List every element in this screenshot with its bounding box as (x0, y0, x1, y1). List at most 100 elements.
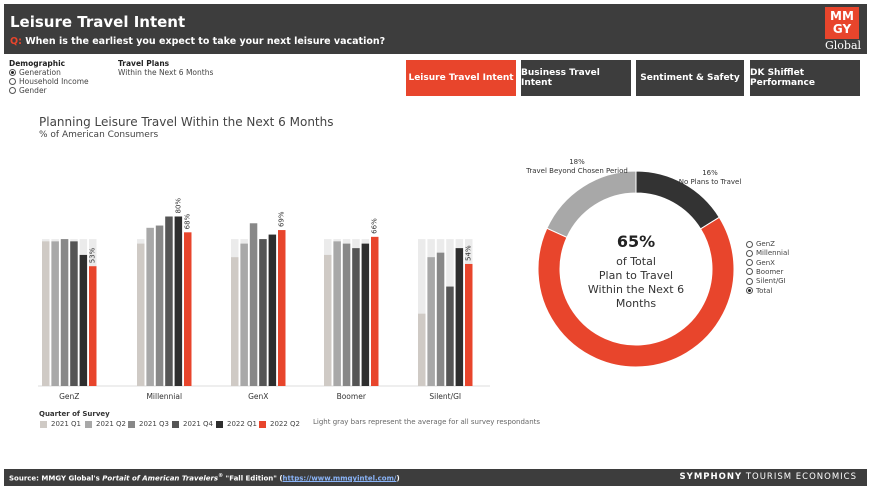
tab-sentiment-safety[interactable]: Sentiment & Safety (636, 60, 744, 96)
bar-genz-2021-q4[interactable] (70, 241, 78, 386)
donut-slice-plan-to-travel-within-the-next-months[interactable] (537, 216, 735, 368)
data-label: 69% (278, 211, 286, 227)
radio-icon[interactable] (746, 240, 753, 248)
option-label: Generation (19, 68, 61, 77)
logo-text-top: MM (830, 9, 854, 23)
bar-silentgi-2021-q3[interactable] (436, 252, 445, 386)
bar-genx-2022-q1[interactable] (268, 234, 277, 386)
bar-millennial-2021-q2[interactable] (146, 227, 154, 386)
bar-boomer-2021-q4[interactable] (352, 248, 360, 386)
bar-chart-title: Planning Leisure Travel Within the Next … (39, 115, 334, 129)
donut-center-text: Within the Next 6 (588, 283, 684, 296)
demographic-option-generation[interactable]: Generation (9, 68, 61, 77)
bar-silentgi-2021-q1[interactable] (418, 313, 426, 386)
radio-icon[interactable] (746, 277, 753, 285)
donut-center-text: Months (616, 297, 656, 310)
demographic-option-gender[interactable]: Gender (9, 86, 47, 95)
segment-option-millennial[interactable]: Millennial (746, 249, 789, 257)
bar-silentgi-2021-q2[interactable] (427, 257, 435, 386)
brand-symphony: SYMPHONY (679, 472, 743, 482)
radio-icon[interactable] (746, 268, 753, 276)
donut-slice-travel-beyond-chosen-period[interactable] (546, 170, 637, 239)
bar-genz-2022-q2[interactable] (89, 266, 97, 386)
source-mark: ® (218, 473, 224, 479)
segment-option-genz[interactable]: GenZ (746, 240, 775, 248)
source-close: ) (396, 474, 400, 483)
bar-genx-2021-q1[interactable] (231, 257, 239, 386)
bar-genz-2021-q2[interactable] (51, 241, 59, 386)
survey-question: Q: When is the earliest you expect to ta… (10, 36, 385, 47)
legend-item-2021-q3[interactable]: 2021 Q3 (128, 420, 169, 428)
source-prefix: Source: MMGY Global's (9, 474, 100, 483)
radio-icon[interactable] (746, 249, 753, 257)
legend-label: 2021 Q1 (51, 420, 82, 428)
bar-millennial-2021-q4[interactable] (165, 216, 173, 387)
travel-plans-value[interactable]: Within the Next 6 Months (118, 68, 214, 77)
segment-label: Total (756, 286, 773, 295)
bar-boomer-2021-q1[interactable] (324, 254, 332, 386)
bar-boomer-2021-q2[interactable] (333, 241, 341, 386)
legend-item-2021-q2[interactable]: 2021 Q2 (85, 420, 126, 428)
source-link[interactable]: https://www.mmgyintel.com/ (282, 474, 397, 483)
tab-leisure-travel-intent[interactable]: Leisure Travel Intent (406, 60, 516, 96)
legend-item-2022-q2[interactable]: 2022 Q2 (259, 420, 300, 428)
segment-label: Millennial (756, 249, 790, 258)
demographic-option-household-income[interactable]: Household Income (9, 77, 89, 86)
option-label: Gender (19, 86, 47, 95)
segment-option-boomer[interactable]: Boomer (746, 268, 783, 276)
bar-genz-2021-q1[interactable] (42, 241, 50, 386)
bar-millennial-2021-q1[interactable] (137, 243, 145, 386)
bar-millennial-2022-q2[interactable] (184, 232, 192, 386)
legend-item-2021-q4[interactable]: 2021 Q4 (172, 420, 213, 428)
bar-genx-2021-q2[interactable] (240, 243, 248, 386)
question-prefix: Q: (10, 36, 22, 47)
radio-icon[interactable] (9, 78, 16, 85)
tab-business-travel-intent[interactable]: Business Travel Intent (521, 60, 631, 96)
segment-option-genx[interactable]: GenX (746, 259, 775, 267)
bar-millennial-2022-q1[interactable] (174, 216, 183, 387)
bar-silentgi-2021-q4[interactable] (446, 286, 454, 386)
radio-icon[interactable] (9, 87, 16, 94)
bar-genx-2022-q2[interactable] (278, 230, 286, 386)
slice-value-label: 16% (702, 169, 718, 177)
bar-boomer-2021-q3[interactable] (342, 243, 351, 386)
segment-option-total[interactable]: Total (746, 287, 772, 295)
bar-boomer-2022-q2[interactable] (371, 236, 379, 386)
legend-item-2022-q1[interactable]: 2022 Q1 (216, 420, 257, 428)
data-label: 54% (465, 245, 473, 261)
bar-chart: 53% GenZ 68%80% Millennial 69% GenX 66% Boomer 5… (38, 198, 490, 401)
bar-genx-2021-q3[interactable] (249, 223, 258, 386)
legend-item-2021-q1[interactable]: 2021 Q1 (40, 420, 81, 428)
page-title: Leisure Travel Intent (10, 13, 186, 31)
data-label: 80% (174, 198, 182, 214)
donut-center-text: Plan to Travel (599, 269, 673, 282)
bar-silentgi-2022-q1[interactable] (455, 248, 464, 386)
segment-option-silent-gi[interactable]: Silent/GI (746, 277, 786, 285)
symphony-brand: SYMPHONY TOURISM ECONOMICS (680, 472, 857, 482)
bar-genx-2021-q4[interactable] (259, 239, 267, 386)
radio-selected-icon[interactable] (746, 287, 753, 294)
demographic-label: Demographic (9, 59, 66, 68)
legend-label: 2021 Q4 (183, 420, 214, 428)
logo-text-bottom: Global (825, 39, 862, 52)
legend-label: 2022 Q2 (270, 420, 301, 428)
data-label: 68% (184, 213, 192, 229)
tab-dk-shifflet-performance[interactable]: DK Shifflet Performance (750, 60, 860, 96)
bar-genz-2021-q3[interactable] (60, 239, 69, 386)
radio-selected-icon[interactable] (9, 69, 16, 76)
brand-tourism-economics: TOURISM ECONOMICS (745, 472, 857, 482)
bar-genz-2022-q1[interactable] (79, 254, 88, 386)
legend-swatch (216, 420, 223, 428)
logo-box: MM GY (825, 7, 859, 39)
bar-millennial-2021-q3[interactable] (155, 225, 164, 386)
segment-label: GenZ (756, 240, 775, 248)
legend-swatch (128, 420, 135, 428)
segment-label: GenX (756, 258, 775, 267)
bar-boomer-2022-q1[interactable] (361, 243, 370, 386)
category-label: Millennial (146, 392, 182, 401)
bar-silentgi-2022-q2[interactable] (465, 263, 473, 386)
quarter-legend-title: Quarter of Survey (39, 410, 110, 418)
donut-center-value: 65% (617, 232, 655, 251)
segment-label: Boomer (756, 267, 784, 276)
radio-icon[interactable] (746, 259, 753, 267)
